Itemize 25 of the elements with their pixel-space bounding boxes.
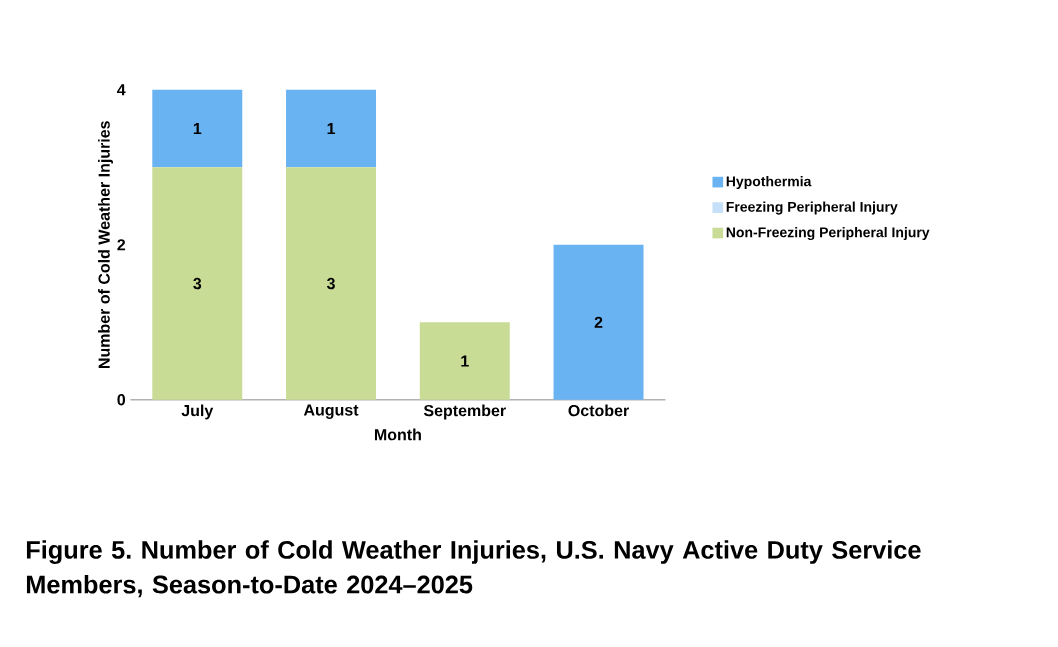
bar (419, 322, 510, 400)
bar (286, 167, 377, 400)
y-tick-label: 2 (117, 239, 126, 251)
y-axis-title: Number of Cold Weather Injuries (98, 121, 113, 369)
legend-label: Freezing Peripheral Injury (726, 201, 898, 215)
legend-label: Non-Freezing Peripheral Injury (726, 226, 930, 241)
legend-label: Hypothermia (726, 176, 812, 190)
x-tick-label: July (181, 404, 214, 420)
data-label: 1 (193, 123, 202, 135)
data-label: 1 (461, 355, 469, 367)
bar (152, 89, 243, 168)
y-tick-label: 0 (117, 394, 126, 406)
data-label: 1 (327, 123, 336, 135)
data-label: 3 (193, 277, 202, 290)
x-tick-label: October (568, 404, 629, 417)
data-label: 2 (594, 316, 603, 328)
bar (286, 89, 377, 168)
bar (553, 244, 644, 400)
x-tick-label: September (423, 404, 506, 420)
y-tick-label: 4 (117, 84, 126, 96)
x-axis-title: Month (374, 428, 421, 441)
data-label: 3 (326, 277, 335, 290)
text: Figure 5. Number of Cold Weather Injuries, U.S. Navy Active Duty Service Members, Season-to-Date 2024–2025 (26, 540, 921, 598)
bar (152, 167, 243, 400)
x-tick-label: August (303, 404, 359, 419)
